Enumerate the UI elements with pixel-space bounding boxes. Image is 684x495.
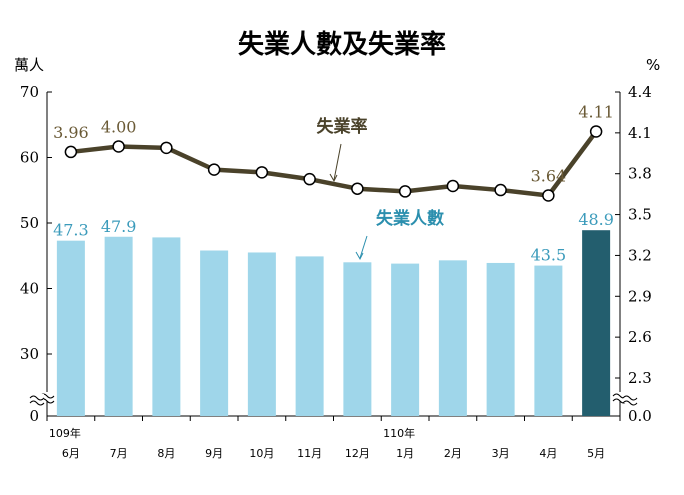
- axis-break-wave: [622, 395, 638, 401]
- axis-break-wave: [29, 395, 45, 401]
- rate-point: [303, 172, 316, 186]
- bar-annotation-arrowhead: [355, 251, 364, 261]
- bar: [200, 250, 229, 416]
- line-series-annotation: 失業率: [317, 116, 368, 137]
- rate-point: [351, 182, 364, 195]
- left-tick-label: 70: [20, 83, 39, 101]
- x-year-label: 110年: [383, 426, 415, 440]
- x-tick-label: 3月: [492, 447, 510, 460]
- data-labels-layer: 47.3 47.9 43.5 48.9 3.96 4.00 3.64 4.11: [53, 102, 614, 264]
- bar: [152, 237, 181, 416]
- bar-series-annotation: 失業人數: [376, 208, 444, 229]
- rate-point: [494, 183, 507, 197]
- rate-point: [112, 140, 125, 153]
- right-outer-break: [622, 394, 638, 406]
- rate-point: [255, 166, 269, 179]
- bar: [438, 260, 467, 416]
- bar-data-label: 48.9: [578, 210, 614, 229]
- left-outer-break: [29, 394, 45, 406]
- bar: [486, 262, 515, 416]
- bar: [56, 240, 85, 416]
- bar-data-label: 47.9: [101, 217, 137, 236]
- right-tick-label: 2.6: [628, 328, 652, 346]
- bar-annotation-arrow: [359, 235, 368, 259]
- x-tick-label: 2月: [444, 447, 462, 460]
- bar-series-unemployed-count: [56, 230, 611, 416]
- right-axis-unit: %: [646, 56, 660, 74]
- rate-point: [207, 163, 221, 176]
- rate-point: [446, 179, 460, 193]
- x-year-label: 109年: [49, 426, 81, 440]
- right-tick-label: 2.9: [628, 287, 652, 305]
- axis-break-wave: [622, 400, 638, 406]
- rate-line: [70, 130, 598, 198]
- right-tick-label: 2.3: [628, 369, 652, 387]
- x-tick-label: 4月: [539, 447, 557, 460]
- bar: [534, 265, 563, 416]
- right-tick-label: 3.2: [628, 246, 652, 264]
- x-tick-label: 9月: [205, 447, 223, 460]
- left-tick-label: 40: [20, 280, 39, 298]
- bar-data-label: 43.5: [531, 246, 567, 265]
- rate-point: [398, 185, 412, 198]
- bar-data-label: 47.3: [53, 221, 89, 240]
- line-annotation-arrowhead: [329, 173, 338, 183]
- x-tick-label: 10月: [249, 447, 274, 460]
- left-tick-label: 60: [20, 149, 39, 167]
- bar: [104, 236, 133, 416]
- rate-point: [542, 189, 555, 202]
- x-tick-label: 5月: [587, 447, 605, 460]
- right-tick-label: 4.1: [628, 124, 652, 142]
- x-tick-label: 11月: [297, 447, 322, 460]
- left-axis-unit: 萬人: [14, 56, 44, 74]
- x-tick-label: 7月: [110, 447, 128, 460]
- x-tick-label: 1月: [396, 447, 414, 460]
- left-tick-label: 50: [20, 214, 39, 232]
- line-series-unemployment-rate: [64, 125, 603, 202]
- rate-data-label: 3.96: [53, 123, 89, 142]
- axis-break-wave: [29, 400, 45, 406]
- bar: [391, 263, 420, 416]
- rate-point: [160, 141, 173, 155]
- rate-data-label: 4.00: [101, 117, 137, 136]
- right-tick-label: 3.5: [628, 206, 652, 224]
- chart-title: 失業人數及失業率: [238, 29, 446, 60]
- bar: [295, 256, 324, 416]
- rate-point: [64, 145, 78, 159]
- rate-point: [589, 125, 603, 138]
- x-tick-label: 8月: [157, 447, 175, 460]
- x-tick-label: 6月: [62, 447, 80, 460]
- bar: [247, 252, 276, 416]
- axes-layer: 0 30 40 50 60 70 0.0 2.3 2.6 2.9 3.2 3.5 3.8 4.1 4.4 6月…: [20, 83, 652, 460]
- bar: [343, 262, 372, 416]
- rate-data-label: 3.64: [531, 167, 567, 186]
- rate-data-label: 4.11: [578, 102, 614, 121]
- bar: [582, 230, 611, 416]
- right-tick-label: 0.0: [628, 407, 652, 425]
- line-annotation-arrow: [333, 143, 342, 181]
- right-tick-label: 4.4: [628, 83, 652, 101]
- left-tick-label: 30: [20, 345, 39, 363]
- right-tick-label: 3.8: [628, 165, 652, 183]
- x-tick-label: 12月: [345, 447, 370, 460]
- left-tick-label: 0: [29, 407, 39, 425]
